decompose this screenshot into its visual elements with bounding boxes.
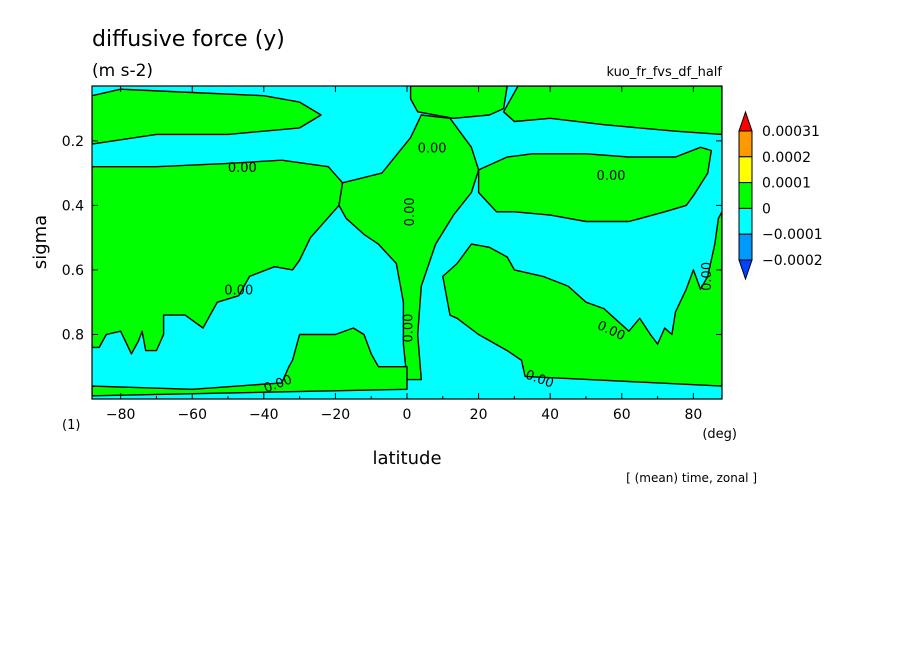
x-tick-label: 40	[541, 407, 559, 423]
x-axis-ticks: −80 −60 −40 −20 0 20 40 60 80	[106, 86, 702, 423]
colorbar-label: 0	[762, 201, 771, 217]
x-tick-label: −80	[106, 407, 136, 423]
footer-note: [ (mean) time, zonal ]	[626, 471, 757, 485]
positive-region-center-column	[338, 114, 480, 381]
positive-region-east-land	[442, 211, 722, 387]
colorbar-extend-top	[738, 110, 753, 132]
plot-area: 0.000.000.000.000.00 0.000.00 0.000.000.00	[91, 85, 723, 400]
y-tick-label: 0.8	[62, 327, 84, 343]
contour-label: 0.00	[418, 141, 447, 156]
colorbar-label: 0.0002	[762, 150, 811, 166]
colorbar-label: 0.00031	[762, 124, 820, 140]
positive-region-west-land	[92, 159, 344, 355]
colorbar-cell	[738, 233, 753, 261]
x-unit-label: (deg)	[702, 427, 737, 442]
colorbar-cell	[738, 182, 753, 209]
contour-label: 0.00	[228, 161, 257, 176]
chart-title: diffusive force (y)	[92, 27, 285, 52]
x-tick-label: −60	[177, 407, 207, 423]
colorbar-label: −0.0001	[762, 227, 823, 243]
contour-label: 0.00	[700, 262, 715, 291]
colorbar-label: −0.0002	[762, 253, 823, 269]
x-tick-label: 80	[684, 407, 702, 423]
colorbar-cell	[738, 207, 753, 235]
colorbar-cell	[738, 156, 753, 184]
panel-label: (1)	[62, 418, 80, 433]
dataset-label: kuo_fr_fvs_df_half	[606, 65, 722, 80]
x-tick-label: −20	[321, 407, 351, 423]
positive-region-top-left	[92, 88, 322, 145]
positive-fill-layer	[92, 86, 722, 397]
x-tick-label: 0	[403, 407, 412, 423]
colorbar-extend-bottom	[738, 259, 753, 281]
positive-region-top-right	[502, 86, 722, 136]
x-tick-label: 20	[470, 407, 488, 423]
x-tick-label: 60	[613, 407, 631, 423]
colorbar-label: 0.0001	[762, 176, 811, 192]
contour-label: 0.00	[401, 314, 416, 343]
x-tick-label: −40	[249, 407, 279, 423]
positive-region-top-center	[409, 86, 508, 120]
contour-label: 0.00	[597, 169, 626, 184]
x-axis-title: latitude	[372, 448, 441, 469]
y-tick-label: 0.4	[62, 198, 84, 214]
contour-label: 0.00	[224, 283, 253, 298]
positive-region-east-upper	[477, 146, 712, 223]
y-axis-title: sigma	[30, 215, 51, 269]
y-axis-ticks: 0.2 0.4 0.6 0.8	[62, 134, 722, 343]
y-tick-label: 0.2	[62, 134, 84, 150]
chart-units: (m s-2)	[92, 61, 153, 81]
contour-label: 0.00	[403, 197, 418, 226]
positive-region-south-west-lower	[92, 327, 408, 397]
y-tick-label: 0.6	[62, 263, 84, 279]
colorbar-cell	[738, 130, 753, 158]
colorbar: 0.00031 0.0002 0.0001 0 −0.0001 −0.0002	[738, 110, 823, 281]
